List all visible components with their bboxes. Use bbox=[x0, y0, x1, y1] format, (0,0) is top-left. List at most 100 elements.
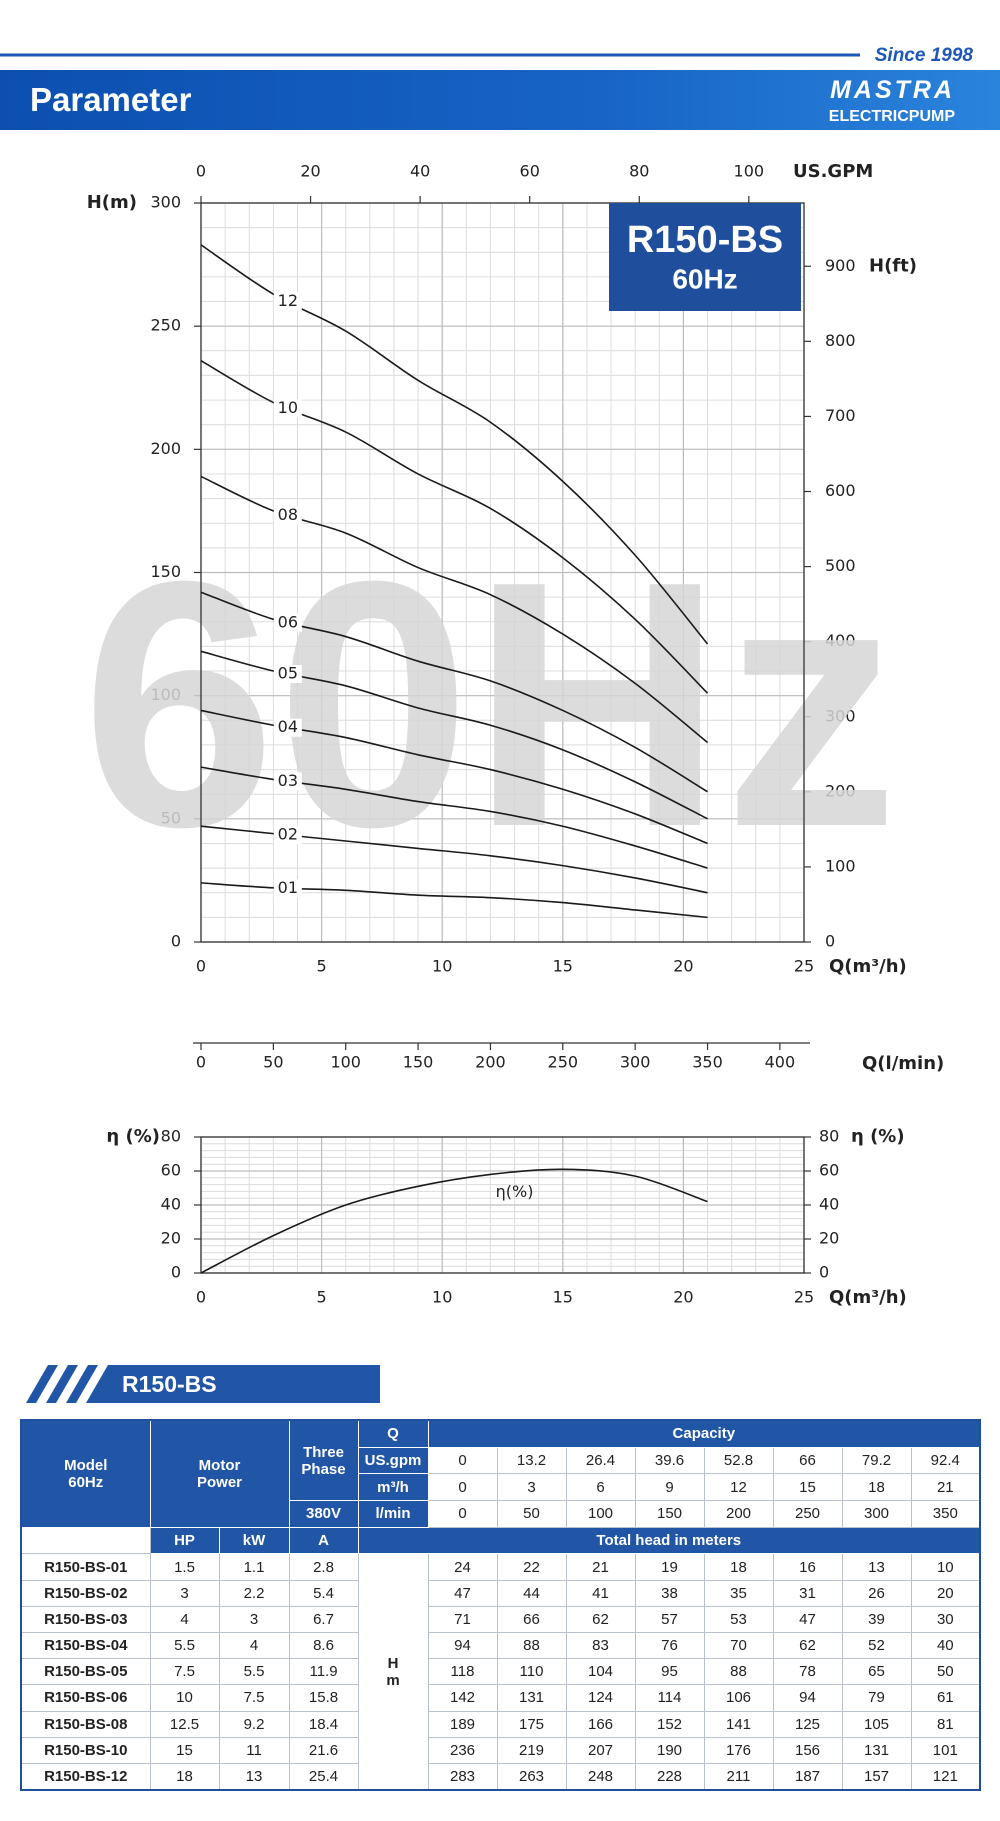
y2-tick-label: 20 bbox=[819, 1229, 839, 1248]
curve-label: 06 bbox=[278, 612, 298, 631]
value-cell: 5.5 bbox=[149, 1631, 220, 1660]
value-cell: 78 bbox=[772, 1658, 843, 1686]
y2-tick-label: 0 bbox=[825, 932, 835, 951]
value-cell: 62 bbox=[565, 1605, 636, 1634]
x-axis-label: Q(m³/h) bbox=[829, 956, 907, 977]
table-banner bbox=[86, 1365, 380, 1403]
x2-tick-label: 40 bbox=[410, 162, 430, 181]
capacity-cell: 39.6 bbox=[634, 1446, 705, 1475]
table-part: 380V bbox=[288, 1500, 359, 1528]
x-tick-label: 5 bbox=[317, 1288, 327, 1307]
stripe bbox=[26, 1365, 58, 1403]
y-tick-label: 80 bbox=[161, 1127, 181, 1146]
value-cell: 8.6 bbox=[288, 1631, 359, 1660]
value-cell: 88 bbox=[496, 1631, 567, 1660]
value-cell: 3 bbox=[149, 1579, 220, 1607]
capacity-cell: 79.2 bbox=[841, 1446, 912, 1475]
table-part: Model 60Hz bbox=[20, 1419, 151, 1528]
curve-label: 08 bbox=[278, 505, 298, 524]
table-part: HP bbox=[149, 1526, 220, 1555]
value-cell: 156 bbox=[772, 1736, 843, 1764]
table-part: HP kW A Total head in meters bbox=[20, 1526, 981, 1555]
model-cell: R150-BS-10 bbox=[20, 1736, 151, 1764]
capacity-cell: 150 bbox=[634, 1500, 705, 1528]
x3-tick-label: 100 bbox=[330, 1053, 361, 1072]
table-part: Model 60Hz Motor Power Three Phase Q Capacity bbox=[20, 1419, 981, 1528]
x3-tick-label: 350 bbox=[692, 1053, 723, 1072]
value-cell: 1.1 bbox=[218, 1553, 290, 1581]
capacity-cell: 300 bbox=[841, 1500, 912, 1528]
value-cell: 219 bbox=[496, 1736, 567, 1764]
value-cell: 105 bbox=[841, 1710, 912, 1738]
value-cell: 44 bbox=[496, 1579, 567, 1607]
value-cell: 125 bbox=[772, 1710, 843, 1738]
value-cell: 41 bbox=[565, 1579, 636, 1607]
table-part: kW bbox=[218, 1526, 290, 1555]
label-bg bbox=[273, 718, 302, 737]
x-tick-label: 10 bbox=[432, 1288, 452, 1307]
curve-label: 10 bbox=[278, 398, 298, 417]
watermark: 60Hz bbox=[81, 509, 898, 900]
capacity-cell: 350 bbox=[910, 1500, 981, 1528]
value-cell: 61 bbox=[910, 1684, 981, 1712]
plot-frame bbox=[200, 202, 805, 943]
value-cell: 152 bbox=[634, 1710, 705, 1738]
title-box bbox=[609, 203, 801, 311]
table-row: R150-BS-02 3 2.2 5.4 47 44 41 38 35 31 26 20 bbox=[20, 1579, 981, 1607]
y-tick-label: 50 bbox=[161, 808, 181, 827]
curve-label: 04 bbox=[278, 717, 298, 736]
y2-tick-label: 500 bbox=[825, 556, 856, 575]
value-cell: 189 bbox=[427, 1710, 498, 1738]
value-cell: 114 bbox=[634, 1684, 705, 1712]
chart-title: R150-BS bbox=[627, 219, 783, 261]
table-part: Motor bbox=[198, 1456, 241, 1474]
value-cell: 121 bbox=[910, 1762, 981, 1791]
value-cell: 118 bbox=[427, 1658, 498, 1686]
table-part: l/min bbox=[357, 1500, 429, 1528]
label-bg bbox=[273, 399, 302, 418]
curve-label: 02 bbox=[278, 825, 298, 844]
value-cell: 21 bbox=[565, 1553, 636, 1581]
y2-tick-label: 900 bbox=[825, 256, 856, 275]
label-bg bbox=[273, 772, 302, 791]
value-cell: 248 bbox=[565, 1762, 636, 1791]
label-bg bbox=[273, 292, 302, 311]
value-cell: 30 bbox=[910, 1605, 981, 1634]
y2-tick-label: 100 bbox=[825, 856, 856, 875]
x2-tick-label: 0 bbox=[196, 162, 206, 181]
label-bg bbox=[273, 613, 302, 632]
value-cell: 62 bbox=[772, 1631, 843, 1660]
value-cell: 11.9 bbox=[288, 1658, 359, 1686]
y2-tick-label: 200 bbox=[825, 781, 856, 800]
label-bg bbox=[273, 506, 302, 525]
value-cell: 236 bbox=[427, 1736, 498, 1764]
y2-axis-label: H(ft) bbox=[869, 255, 917, 276]
curve-label: 01 bbox=[278, 878, 298, 897]
table-part: m³/h bbox=[357, 1473, 429, 1502]
value-cell: 190 bbox=[634, 1736, 705, 1764]
value-cell: 52 bbox=[841, 1631, 912, 1660]
value-cell: 6.7 bbox=[288, 1605, 359, 1634]
y2-tick-label: 400 bbox=[825, 631, 856, 650]
value-cell: 207 bbox=[565, 1736, 636, 1764]
value-cell: 38 bbox=[634, 1579, 705, 1607]
value-cell: 24 bbox=[427, 1553, 498, 1581]
capacity-cell: 18 bbox=[841, 1473, 912, 1502]
x-tick-label: 0 bbox=[196, 957, 206, 976]
value-cell: 124 bbox=[565, 1684, 636, 1712]
x3-tick-label: 150 bbox=[403, 1053, 434, 1072]
table-row: R150-BS-05 7.5 5.5 11.9 118 110 104 95 88 78 65 50 bbox=[20, 1658, 981, 1686]
value-cell: 7.5 bbox=[218, 1684, 290, 1712]
x-tick-label: 20 bbox=[673, 957, 693, 976]
value-cell: 141 bbox=[703, 1710, 774, 1738]
value-cell: 18 bbox=[149, 1762, 220, 1791]
value-cell: 5.5 bbox=[218, 1658, 290, 1686]
value-cell: 13 bbox=[841, 1553, 912, 1581]
unit: m bbox=[386, 1671, 400, 1689]
label-bg bbox=[273, 879, 302, 898]
value-cell: 13 bbox=[218, 1762, 290, 1791]
table-row: R150-BS-03 4 3 6.7 71 66 62 57 53 47 39 30 bbox=[20, 1605, 981, 1634]
value-cell: 7.5 bbox=[149, 1658, 220, 1686]
